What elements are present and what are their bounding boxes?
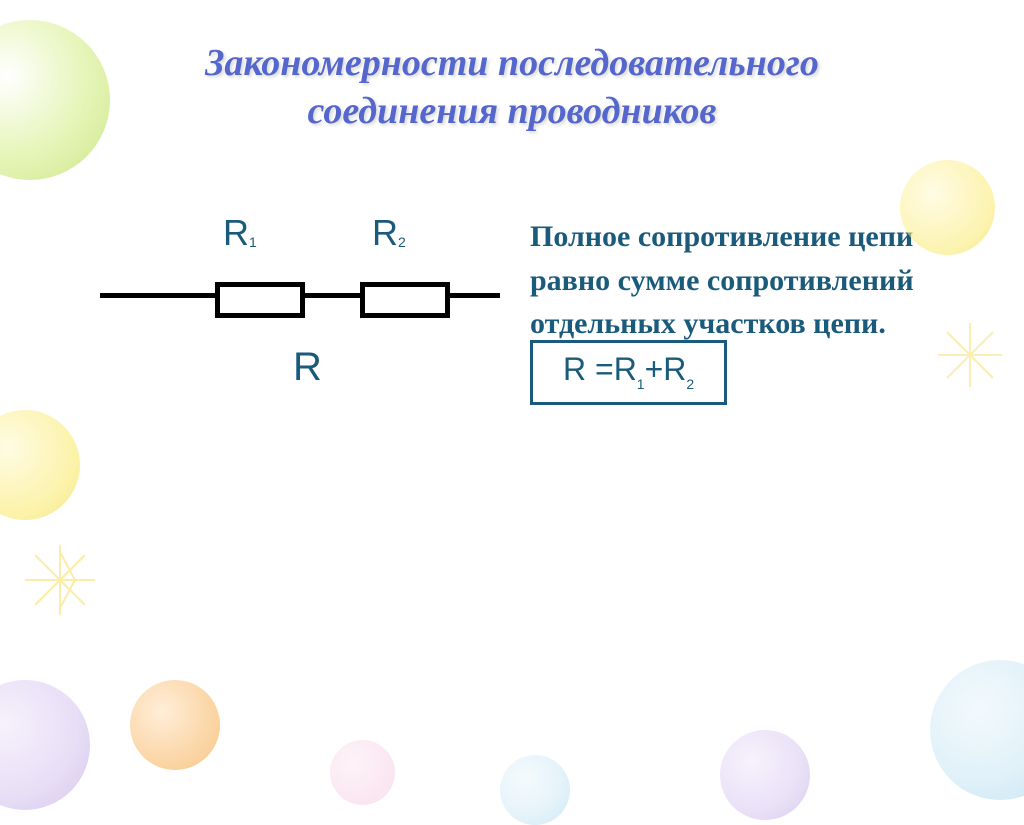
body-text: Полное сопротивление цепи равно сумме со… — [530, 215, 974, 346]
title-line-2: соединения проводников — [307, 90, 716, 132]
label-r-total: R — [293, 345, 322, 390]
bg-yellow-circle-2 — [900, 160, 995, 255]
wire-left — [100, 293, 215, 298]
bg-purple-circle — [0, 680, 90, 810]
resistor-2 — [360, 282, 450, 318]
diagram-column: R1 R2 R — [50, 205, 530, 465]
bg-starburst-1 — [20, 540, 100, 620]
title-line-1: Закономерности последовательного — [205, 42, 819, 84]
wire-mid — [305, 293, 360, 298]
label-r2: R2 — [372, 212, 406, 254]
label-r1: R1 — [223, 212, 257, 254]
circuit-diagram — [100, 265, 500, 325]
bg-pink-circle — [330, 740, 395, 805]
formula-box: R =R1+R2 — [530, 340, 727, 405]
bg-purple-circle-2 — [720, 730, 810, 820]
page-title: Закономерности последовательного соедине… — [0, 40, 1024, 135]
bg-blue-circle-2 — [500, 755, 570, 825]
bg-starburst-2 — [935, 320, 1005, 390]
wire-right — [450, 293, 500, 298]
content-row: R1 R2 R Полное сопротивление цепи равно … — [0, 205, 1024, 465]
resistor-1 — [215, 282, 305, 318]
bg-blue-circle — [930, 660, 1024, 800]
bg-orange-circle — [130, 680, 220, 770]
text-column: Полное сопротивление цепи равно сумме со… — [530, 205, 974, 465]
